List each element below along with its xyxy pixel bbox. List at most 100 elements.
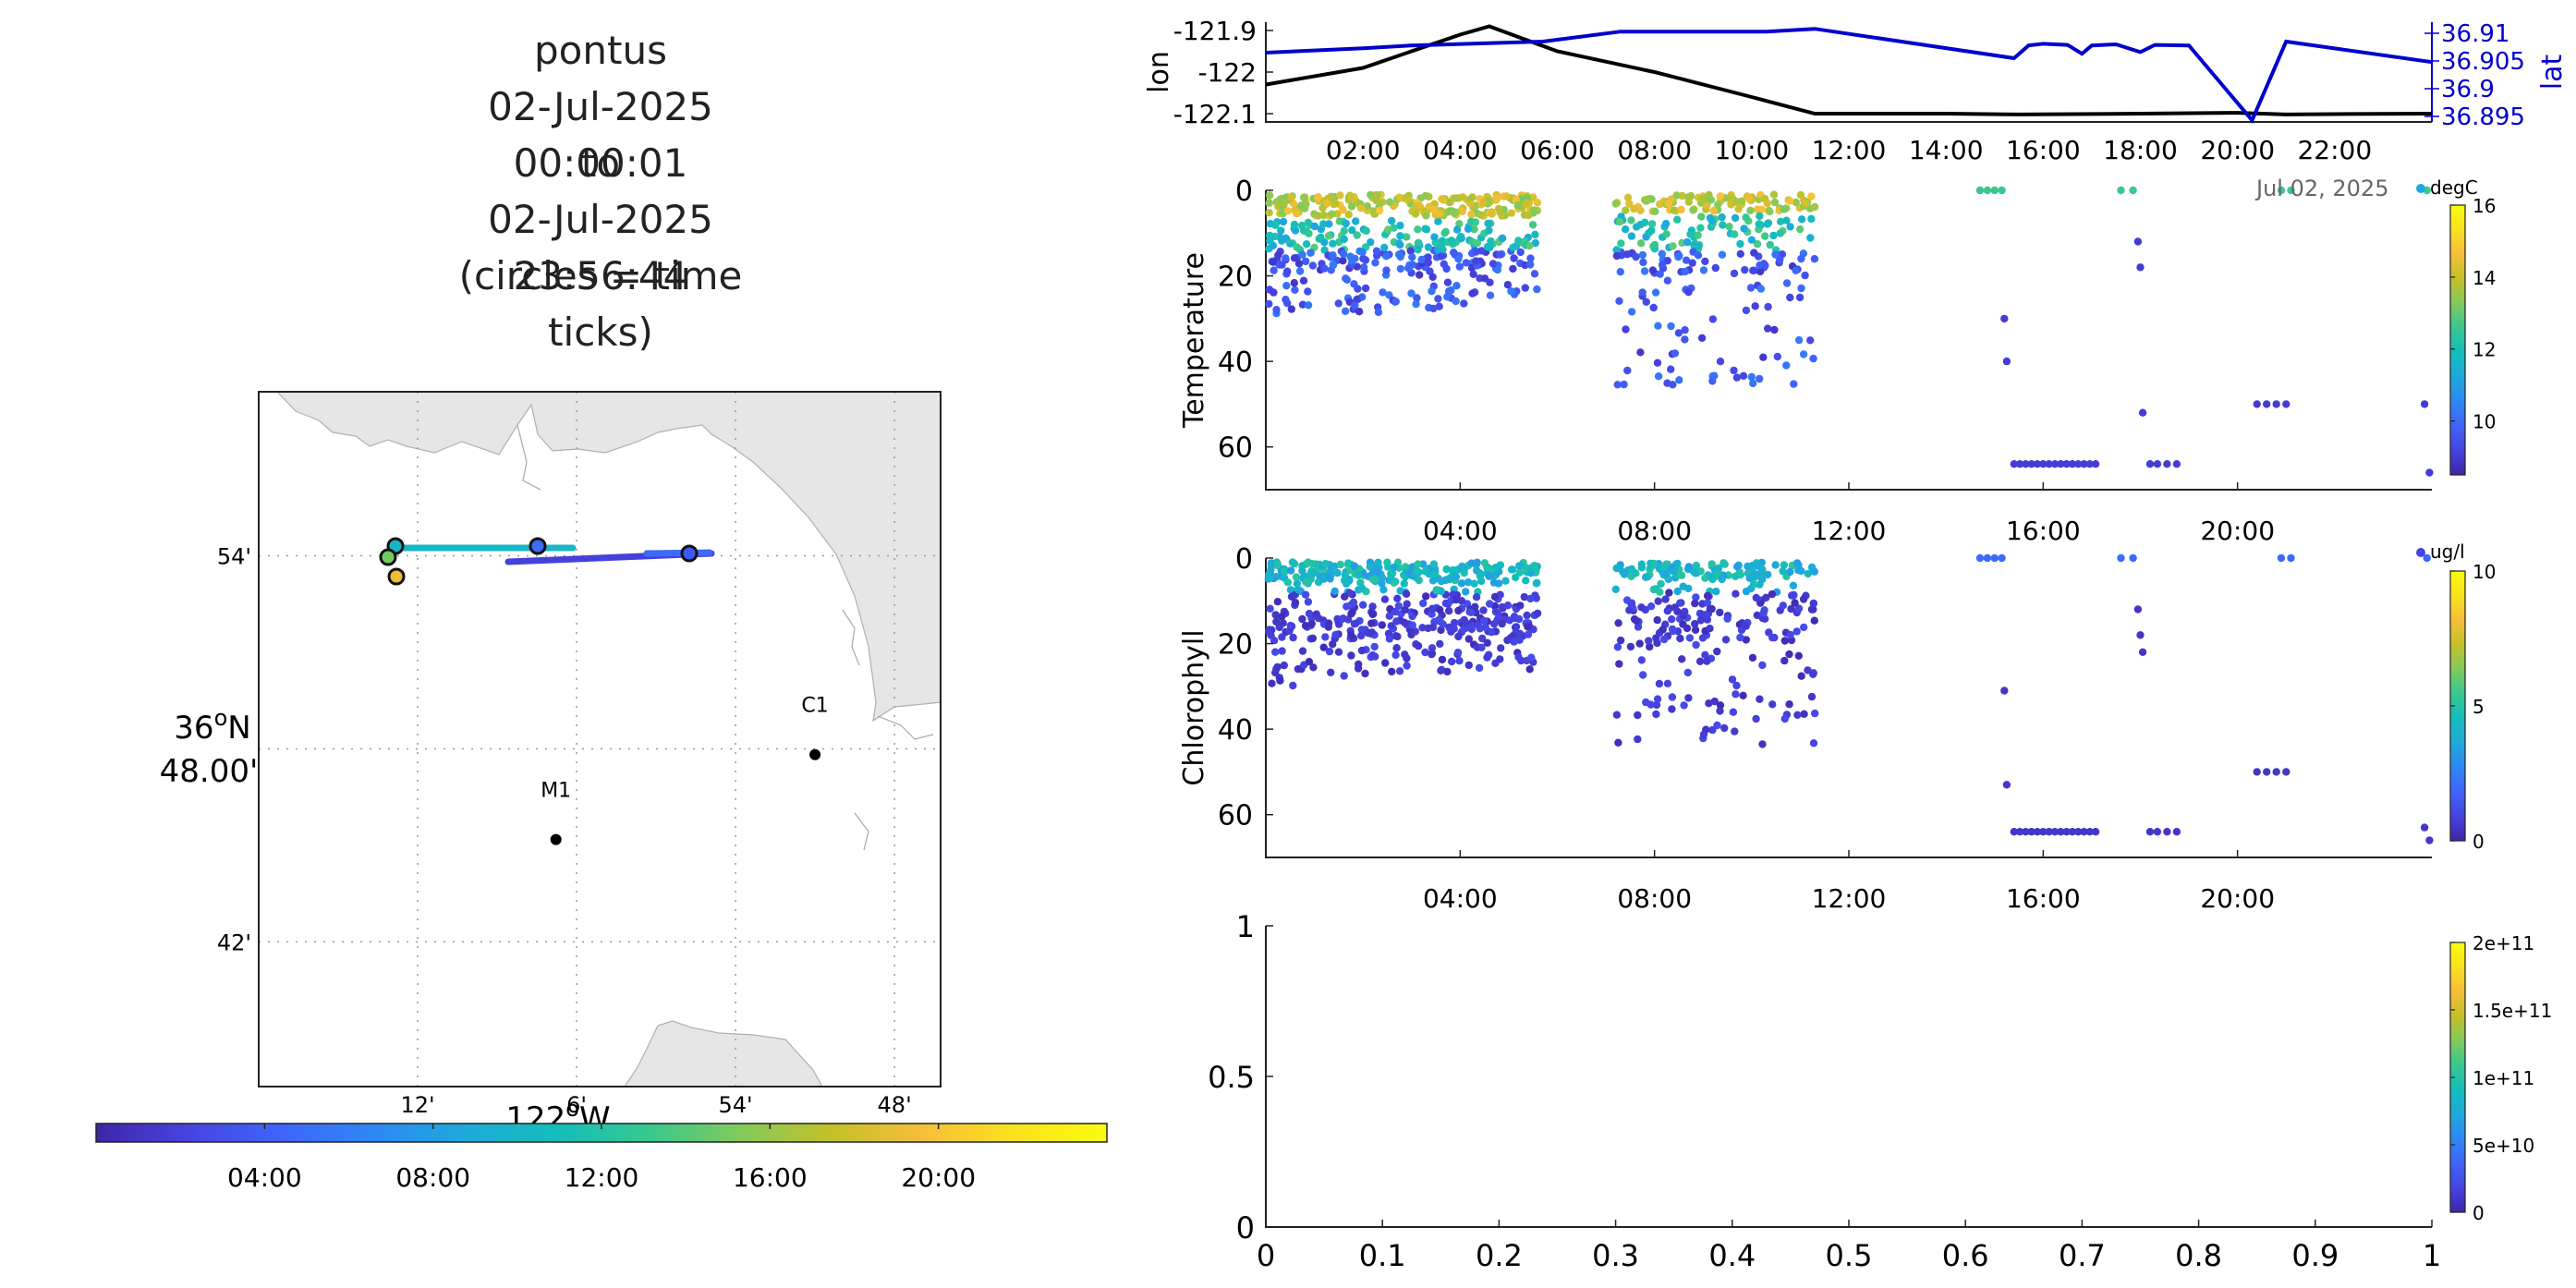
section-point xyxy=(1649,303,1658,312)
time-colorbar-tick-label: 20:00 xyxy=(901,1162,976,1193)
section-point xyxy=(1734,205,1743,213)
section-point xyxy=(1421,191,1430,200)
section-point xyxy=(1307,619,1316,628)
section-point xyxy=(1612,251,1622,261)
section-point xyxy=(1454,255,1463,263)
section-point xyxy=(1325,220,1333,228)
section-point xyxy=(1450,618,1459,627)
section-point xyxy=(2085,828,2094,836)
section-point xyxy=(1697,213,1706,221)
section-point xyxy=(1457,579,1466,588)
section-point xyxy=(1623,193,1633,201)
section-point xyxy=(1356,204,1366,213)
section-point xyxy=(1706,625,1714,633)
section-point xyxy=(1488,210,1497,218)
section-point xyxy=(2420,823,2429,832)
section-point xyxy=(1731,727,1739,735)
section-point xyxy=(1282,296,1290,304)
section-point xyxy=(1681,326,1689,334)
section-point xyxy=(1753,239,1762,249)
section-point xyxy=(1611,200,1620,208)
section-point xyxy=(1319,211,1328,220)
section-point xyxy=(1756,267,1765,276)
section-point xyxy=(1441,576,1450,585)
section-point xyxy=(1383,558,1391,566)
section-point xyxy=(1437,252,1445,261)
section-point xyxy=(1396,221,1404,230)
section-point xyxy=(1450,249,1458,257)
section-point xyxy=(1776,255,1784,264)
section-point xyxy=(1983,553,1992,563)
section-point xyxy=(1763,199,1772,208)
section-point xyxy=(1359,263,1368,272)
section-point xyxy=(1527,653,1536,662)
section-point xyxy=(1625,200,1634,208)
section-point xyxy=(1525,665,1534,674)
section-point xyxy=(1310,222,1319,231)
section-point xyxy=(1636,348,1645,357)
section-point xyxy=(1477,247,1486,255)
section-point xyxy=(2129,553,2137,563)
colorbar-tick-label: 10 xyxy=(2473,411,2496,433)
section-point xyxy=(1630,614,1639,624)
section-point xyxy=(1438,241,1446,249)
section-point xyxy=(1622,206,1630,214)
section-point xyxy=(1516,601,1525,610)
section-point xyxy=(2133,237,2143,246)
section-point xyxy=(1467,559,1476,567)
section-point xyxy=(1265,199,1273,207)
section-point xyxy=(1314,614,1323,623)
section-point xyxy=(1533,609,1542,618)
section-point xyxy=(1648,266,1658,274)
section-point xyxy=(2022,460,2030,468)
lonlat-x-tick-label: 10:00 xyxy=(1714,135,1789,165)
section-point xyxy=(1755,220,1764,228)
colorbar-tick-label: 1.5e+11 xyxy=(2473,1000,2552,1022)
track-time-tick-circle xyxy=(379,548,397,566)
section-point xyxy=(1719,221,1727,229)
section-point xyxy=(1387,622,1395,630)
section-point xyxy=(1685,634,1695,642)
section-point xyxy=(1445,624,1453,632)
section-point xyxy=(1278,647,1286,655)
section-point xyxy=(1436,639,1444,649)
section-point xyxy=(1795,293,1804,302)
section-point xyxy=(1278,633,1286,641)
section-point xyxy=(1321,633,1330,641)
section-point xyxy=(1361,284,1370,293)
section-point xyxy=(1758,661,1767,670)
section-point xyxy=(1807,563,1817,572)
section-point xyxy=(1701,650,1709,659)
temperature-date-overlap: Jul 02, 2025 xyxy=(2254,176,2388,201)
section-point xyxy=(1385,612,1394,620)
section-point xyxy=(1530,206,1538,214)
section-point xyxy=(1791,599,1799,607)
section-point xyxy=(1759,609,1768,617)
section-point xyxy=(1428,644,1437,652)
section-point xyxy=(1476,572,1485,580)
section-point xyxy=(1633,223,1641,231)
section-point xyxy=(1718,250,1727,259)
section-point xyxy=(1663,276,1672,285)
section-point xyxy=(1632,252,1640,261)
section-point xyxy=(1752,714,1760,723)
section-point xyxy=(1339,205,1347,214)
section-point xyxy=(1405,568,1414,577)
section-point xyxy=(1292,573,1301,581)
section-point xyxy=(1681,267,1690,276)
section-point xyxy=(1691,569,1700,577)
section-point xyxy=(1289,681,1297,690)
section-point xyxy=(1331,630,1340,639)
section-point xyxy=(1429,304,1438,313)
section-point xyxy=(1661,595,1670,603)
section-point xyxy=(1804,569,1813,578)
section-point xyxy=(1412,566,1421,575)
section-point xyxy=(1385,635,1394,643)
section-point xyxy=(1747,372,1756,382)
section-point xyxy=(1804,666,1812,674)
section-point xyxy=(1523,611,1531,620)
section-point xyxy=(1746,284,1756,292)
section-point xyxy=(2050,828,2060,836)
section-point xyxy=(1435,302,1443,310)
